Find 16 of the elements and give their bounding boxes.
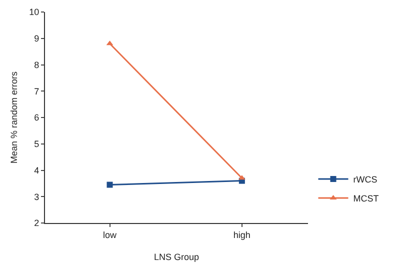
y-axis-title: Mean % random errors xyxy=(9,70,19,164)
x-tick-label: low xyxy=(103,230,118,240)
y-tick-label: 9 xyxy=(34,34,40,44)
point xyxy=(106,182,113,188)
y-tick-label: 6 xyxy=(34,112,40,123)
y-tick-label: 8 xyxy=(34,60,40,70)
y-tick-label: 10 xyxy=(29,7,40,18)
legend-label: MCST xyxy=(353,193,380,204)
y-tick-label: 7 xyxy=(34,86,40,96)
x-tick-label: high xyxy=(233,230,250,240)
y-tick-label: 4 xyxy=(34,165,40,176)
x-axis-title: LNS Group xyxy=(154,252,200,262)
y-tick-label: 3 xyxy=(34,192,40,202)
y-tick-label: 2 xyxy=(34,218,40,228)
y-tick-label: 5 xyxy=(34,139,40,150)
legend-label: rWCS xyxy=(353,174,378,184)
